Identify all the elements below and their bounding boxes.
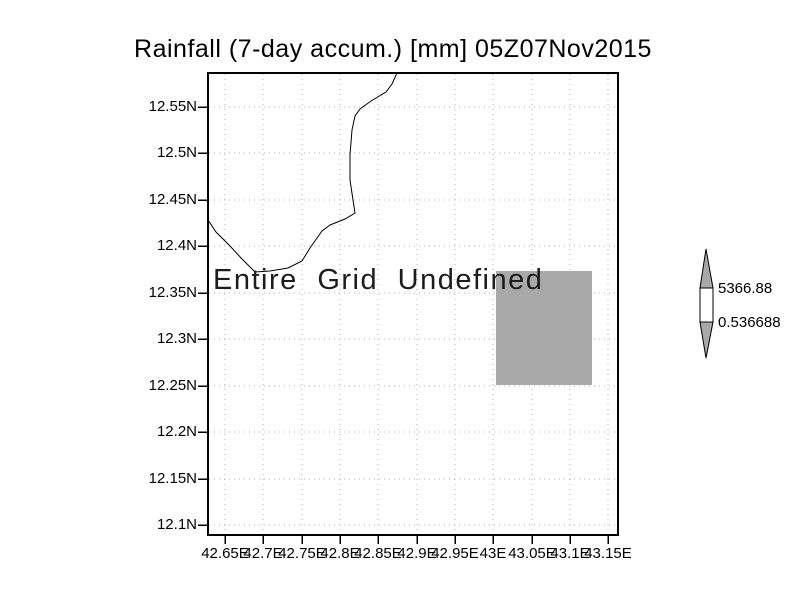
y-axis-label: 12.3N: [156, 330, 197, 347]
x-axis-label: 42.85E: [354, 545, 402, 562]
y-axis-label: 12.35N: [148, 284, 197, 301]
x-axis-label: 42.9E: [397, 545, 437, 562]
y-axis-label: 12.5N: [156, 144, 197, 161]
shaded-grid-cell: [496, 271, 592, 385]
coastline: [207, 72, 398, 273]
x-axis-label: 42.95E: [431, 545, 479, 562]
plot-title: Rainfall (7-day accum.) [mm] 05Z07Nov201…: [134, 35, 652, 63]
y-axis-label: 12.15N: [148, 470, 197, 487]
x-axis-label: 42.65E: [201, 545, 249, 562]
colorbar-min-label: 0.536688: [718, 314, 781, 331]
x-axis-label: 42.7E: [243, 545, 283, 562]
axis-ticks: [198, 106, 609, 544]
y-axis-label: 12.25N: [148, 377, 197, 394]
colorbar-max-label: 5366.88: [718, 280, 773, 297]
colorbar: [699, 248, 714, 359]
y-axis-label: 12.1N: [156, 516, 197, 533]
x-axis-label: 42.75E: [278, 545, 326, 562]
undefined-grid-message: Entire Grid Undefined: [213, 264, 544, 296]
x-axis-label: 43E: [479, 545, 507, 562]
y-axis-label: 12.4N: [156, 237, 197, 254]
colorbar-upper-arrow: [699, 248, 714, 289]
y-axis-label: 12.45N: [148, 191, 197, 208]
y-axis-label: 12.2N: [156, 423, 197, 440]
map-frame: [207, 72, 619, 536]
x-axis-label: 43.15E: [584, 545, 632, 562]
x-axis-label: 43.05E: [508, 545, 556, 562]
x-axis-label: 43.1E: [550, 545, 590, 562]
x-axis-label: 42.8E: [320, 545, 360, 562]
y-axis-label: 12.55N: [148, 98, 197, 115]
colorbar-lower-arrow: [699, 321, 714, 359]
colorbar-range-box: [699, 287, 714, 323]
